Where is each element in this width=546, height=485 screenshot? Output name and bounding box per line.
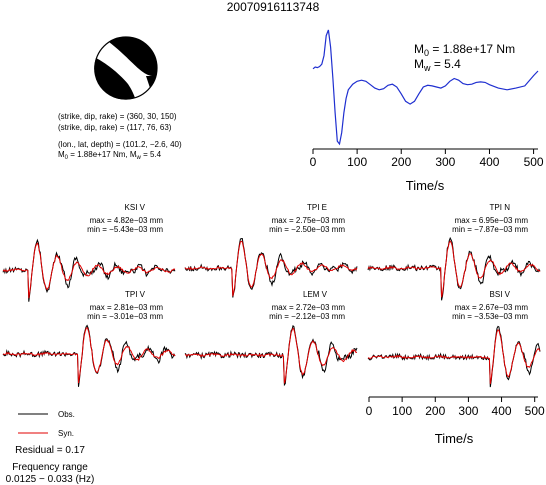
mechanism-m0-symbol: M <box>58 150 65 159</box>
beachball <box>94 36 158 100</box>
mechanism-mw-value: = 5.4 <box>141 150 162 159</box>
stf-m0-symbol: M <box>414 42 424 56</box>
waveform-x-tick-label: 500 <box>525 404 545 418</box>
residual-label: Residual = 0.17 <box>15 445 85 456</box>
mechanism-moment: M0 = 1.88e+17 Nm, Mw = 5.4 <box>58 150 162 161</box>
waveform-max-label: max = 2.72e−03 mm <box>272 303 346 312</box>
stf-x-tick-label: 400 <box>479 155 499 169</box>
stf-x-ticks: 0 100 200 300 400 500 <box>310 149 544 169</box>
waveform-time-axis: 0 100 200 300 400 500 Time/s <box>366 396 545 446</box>
waveform-x-tick-label: 400 <box>492 404 512 418</box>
legend-obs-label: Obs. <box>58 410 75 419</box>
waveform-syn-line <box>367 240 541 298</box>
waveform-min-label: min = −7.87e−03 mm <box>452 225 528 234</box>
waveform-x-ticks: 0 100 200 300 400 500 <box>366 397 545 418</box>
waveform-max-label: max = 6.95e−03 mm <box>455 216 529 225</box>
waveform-station-label: TPI N <box>490 203 511 212</box>
waveform-syn-line <box>2 326 176 384</box>
mechanism-plane1: (strike, dip, rake) = (360, 30, 150) <box>58 112 177 121</box>
stf-mw-symbol: M <box>414 57 424 71</box>
waveform-x-tick-label: 200 <box>425 404 445 418</box>
waveform-max-label: max = 2.75e−03 mm <box>272 216 346 225</box>
stf-x-tick-label: 0 <box>310 155 317 169</box>
stf-m0-sub: 0 <box>424 48 429 58</box>
waveform-max-label: max = 2.67e−03 mm <box>455 303 529 312</box>
waveform-min-label: min = −2.12e−03 mm <box>269 312 345 321</box>
waveform-station-label: TPI V <box>125 290 146 299</box>
waveform-station-label: TPI E <box>307 203 327 212</box>
stf-series-line <box>312 29 539 146</box>
waveform-max-label: max = 4.82e−03 mm <box>90 216 164 225</box>
legend-syn-label: Syn. <box>58 429 74 438</box>
source-time-function-panel: M0 = 1.88e+17 Nm Mw = 5.4 0 100 200 300 400 5… <box>310 29 544 193</box>
waveform-min-label: min = −5.43e−03 mm <box>87 225 163 234</box>
waveform-syn-line <box>2 242 176 299</box>
beachball-compressional-lower <box>94 58 135 100</box>
mechanism-location: (lon., lat, depth) = (101.2, −2.6, 40) <box>58 140 182 149</box>
waveform-syn-line <box>184 240 358 297</box>
legend: Obs. Syn. <box>18 410 75 438</box>
waveform-obs-line <box>184 324 358 387</box>
waveform-station-label: KSI V <box>125 203 146 212</box>
figure-title: 20070916113748 <box>227 0 320 14</box>
stf-mw-value: = 5.4 <box>431 57 462 71</box>
waveform-max-label: max = 2.81e−03 mm <box>90 303 164 312</box>
mechanism-plane2: (strike, dip, rake) = (117, 76, 63) <box>58 123 172 132</box>
waveform-x-tick-label: 0 <box>366 404 373 418</box>
waveform-x-tick-label: 100 <box>392 404 412 418</box>
waveform-station-label: LEM V <box>303 290 328 299</box>
stf-mw-label: Mw = 5.4 <box>414 57 461 73</box>
waveform-min-label: min = −3.01e−03 mm <box>87 312 163 321</box>
waveform-min-label: min = −3.53e−03 mm <box>452 312 528 321</box>
beachball-compressional-quadrant <box>109 36 158 76</box>
stf-x-axis-label: Time/s <box>406 178 445 193</box>
mechanism-m0-sub: 0 <box>65 155 69 161</box>
frequency-range-title: Frequency range <box>12 462 88 473</box>
waveform-syn-line <box>184 327 358 384</box>
beachball-compressional-right <box>146 76 156 88</box>
waveform-x-tick-label: 300 <box>458 404 478 418</box>
mechanism-m0-value: = 1.88e+17 Nm, M <box>68 150 137 159</box>
mechanism-mw-sub: w <box>136 155 142 161</box>
stf-x-tick-label: 100 <box>347 155 367 169</box>
stf-x-tick-label: 200 <box>391 155 411 169</box>
waveform-syn-line <box>367 329 541 385</box>
waveform-station-label: BSI V <box>490 290 511 299</box>
stf-m0-value: = 1.88e+17 Nm <box>429 42 515 56</box>
waveform-obs-line <box>367 236 541 301</box>
waveform-min-label: min = −2.50e−03 mm <box>269 225 345 234</box>
waveform-x-axis-label: Time/s <box>435 431 474 446</box>
stf-m0-label: M0 = 1.88e+17 Nm <box>414 42 515 58</box>
stf-x-tick-label: 300 <box>435 155 455 169</box>
frequency-range-value: 0.0125 − 0.033 (Hz) <box>6 474 95 485</box>
stf-mw-sub: w <box>423 63 431 73</box>
stf-x-tick-label: 500 <box>524 155 544 169</box>
